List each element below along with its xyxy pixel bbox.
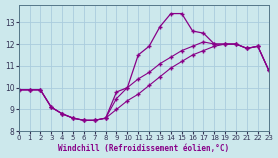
X-axis label: Windchill (Refroidissement éolien,°C): Windchill (Refroidissement éolien,°C): [58, 144, 229, 153]
